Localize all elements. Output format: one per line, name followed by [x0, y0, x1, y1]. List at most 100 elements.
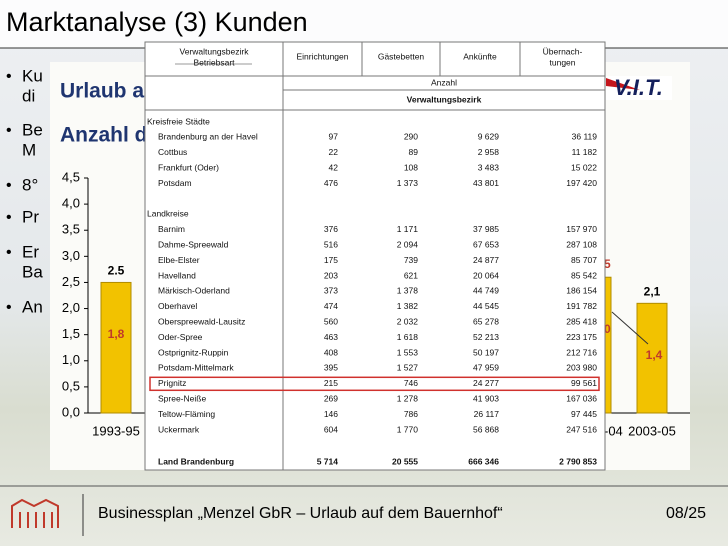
panel-title: Urlaub a	[60, 80, 144, 103]
footer-text: Businessplan „Menzel GbR – Urlaub auf de…	[98, 505, 503, 522]
name-cell: Oder-Spree	[158, 332, 203, 342]
number-cell: 516	[324, 239, 338, 249]
number-cell: 47 959	[473, 363, 499, 373]
number-cell: 56 868	[473, 424, 499, 434]
number-cell: 2 094	[397, 239, 419, 249]
bar	[100, 281, 132, 414]
number-cell: 191 782	[566, 301, 597, 311]
y-tick-label: 1,0	[62, 352, 80, 367]
annotation: 0	[604, 322, 611, 336]
number-cell: 463	[324, 332, 338, 342]
name-cell: Uckermark	[158, 424, 200, 434]
name-cell: Havelland	[158, 270, 196, 280]
number-cell: 146	[324, 409, 338, 419]
bullet-dot: •	[6, 68, 12, 85]
x-tick-label: 2003-05	[628, 423, 676, 438]
name-cell: Dahme-Spreewald	[158, 239, 229, 249]
number-cell: 24 877	[473, 255, 499, 265]
logo-roof	[11, 498, 59, 528]
header-cell: Verwaltungsbezirk	[180, 46, 250, 56]
number-cell: 52 213	[473, 332, 499, 342]
bullet-text: Er	[22, 242, 39, 261]
number-cell: 373	[324, 286, 338, 296]
name-cell: Frankfurt (Oder)	[158, 162, 219, 172]
name-cell: Cottbus	[158, 147, 187, 157]
number-cell: 20 555	[392, 456, 418, 466]
number-cell: 5 714	[317, 456, 339, 466]
number-cell: 42	[329, 162, 339, 172]
number-cell: 474	[324, 301, 338, 311]
number-cell: 3 483	[478, 162, 500, 172]
header-cell: tungen	[550, 57, 576, 67]
group-label: Verwaltungsbezirk	[407, 94, 482, 104]
number-cell: 43 801	[473, 178, 499, 188]
number-cell: 1 553	[397, 347, 419, 357]
number-cell: 44 545	[473, 301, 499, 311]
table-bg	[144, 41, 606, 471]
bullet-text: di	[22, 86, 35, 105]
value-label: 2.5	[108, 264, 125, 278]
y-tick-label: 3,0	[62, 248, 80, 263]
logo-box	[606, 76, 672, 100]
number-cell: 1 378	[397, 286, 419, 296]
number-cell: 212 716	[566, 347, 597, 357]
name-cell: Prignitz	[158, 378, 186, 388]
table: VerwaltungsbezirkBetriebsartEinrichtunge…	[144, 41, 606, 471]
number-cell: 2 032	[397, 316, 419, 326]
bullet-text: Ku	[22, 66, 43, 85]
number-cell: 395	[324, 363, 338, 373]
bullet-text: M	[22, 140, 36, 159]
name-cell: Potsdam	[158, 178, 192, 188]
title-band	[0, 0, 728, 48]
page-number: 08/25	[666, 505, 706, 522]
header-cell: Übernach-	[543, 46, 583, 56]
number-cell: 67 653	[473, 239, 499, 249]
number-cell: 26 117	[474, 409, 500, 419]
bullet-dot: •	[6, 299, 12, 316]
bullet-dot: •	[6, 244, 12, 261]
number-cell: 1 373	[397, 178, 419, 188]
value-label: 2,1	[644, 285, 661, 299]
number-cell: 739	[404, 255, 418, 265]
annotation: 5	[604, 257, 611, 271]
panel-subtitle: Anzahl d	[60, 124, 148, 147]
bullet-dot: •	[6, 209, 12, 226]
name-cell: Oberhavel	[158, 301, 197, 311]
number-cell: 2 790 853	[559, 456, 597, 466]
number-cell: 1 171	[397, 224, 419, 234]
y-tick-label: 4,0	[62, 196, 80, 211]
number-cell: 621	[404, 270, 418, 280]
number-cell: 290	[404, 132, 418, 142]
header-cell: Ankünfte	[463, 51, 497, 61]
number-cell: 203	[324, 270, 338, 280]
y-tick-label: 2,0	[62, 300, 80, 315]
number-cell: 376	[324, 224, 338, 234]
section-title: Kreisfreie Städte	[147, 116, 210, 126]
number-cell: 408	[324, 347, 338, 357]
number-cell: 85 542	[571, 270, 597, 280]
number-cell: 108	[404, 162, 418, 172]
number-cell: 215	[324, 378, 338, 388]
number-cell: 1 770	[397, 424, 419, 434]
number-cell: 157 970	[566, 224, 597, 234]
number-cell: 11 182	[572, 147, 598, 157]
header-cell: Einrichtungen	[297, 51, 349, 61]
slide-title: Marktanalyse (3) Kunden	[6, 7, 308, 37]
number-cell: 247 516	[566, 424, 597, 434]
number-cell: 97	[329, 132, 339, 142]
number-cell: 44 749	[473, 286, 499, 296]
number-cell: 285 418	[566, 316, 597, 326]
y-tick-label: 1,5	[62, 326, 80, 341]
number-cell: 99 561	[571, 378, 597, 388]
footer-logo	[11, 498, 59, 528]
name-cell: Barnim	[158, 224, 185, 234]
number-cell: 1 527	[397, 363, 419, 373]
number-cell: 287 108	[566, 239, 597, 249]
y-tick-label: 3,5	[62, 222, 80, 237]
bar	[636, 302, 668, 414]
name-cell: Land Brandenburg	[158, 456, 234, 466]
number-cell: 476	[324, 178, 338, 188]
header-cell: Betriebsart	[193, 57, 235, 67]
